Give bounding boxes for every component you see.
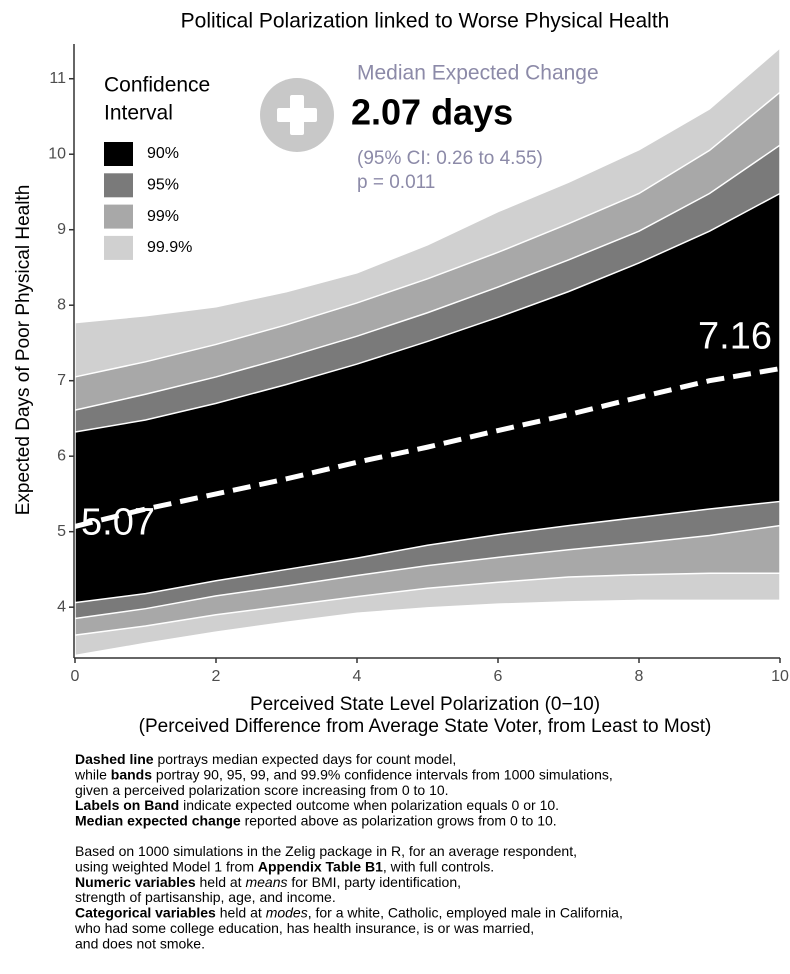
x-axis-label: Perceived State Level Polarization (0−10… xyxy=(250,694,600,715)
legend-label: 99.9% xyxy=(147,239,192,256)
note-segment: held at xyxy=(196,874,246,890)
legend-swatch xyxy=(104,235,133,260)
annotation-change: 2.07 days xyxy=(351,92,513,133)
notes: Dashed line portrays median expected day… xyxy=(74,751,623,951)
legend-label: 99% xyxy=(147,208,179,225)
plus-icon-bar xyxy=(277,108,317,122)
y-tick-label: 9 xyxy=(57,221,66,238)
note-segment: bands xyxy=(111,766,152,782)
note-segment: portray 90, 95, 99, and 99.9% confidence… xyxy=(152,766,613,782)
note-line: and does not smoke. xyxy=(75,935,205,951)
note-segment: who had some college education, has heal… xyxy=(74,920,534,936)
note-line: Dashed line portrays median expected day… xyxy=(75,751,456,767)
x-tick-label: 6 xyxy=(494,668,503,685)
note-segment: means xyxy=(245,874,287,890)
note-segment: , with full controls. xyxy=(383,858,494,874)
band-label: 7.16 xyxy=(698,316,772,358)
note-segment: reported above as polarization grows fro… xyxy=(241,812,557,828)
note-segment: Dashed line xyxy=(75,751,154,767)
annotation-p: p = 0.011 xyxy=(357,172,435,193)
note-segment: Categorical variables xyxy=(75,904,216,920)
note-line: given a perceived polarization score inc… xyxy=(75,782,449,798)
y-axis-label: Expected Days of Poor Physical Health xyxy=(13,185,34,516)
note-segment: strength of partisanship, age, and incom… xyxy=(75,889,336,905)
legend-swatch xyxy=(104,204,133,229)
note-line: Numeric variables held at means for BMI,… xyxy=(75,874,461,890)
plot-area: 5.07 7.16 4 5 6 7 8 9 10 11 0 2 4 6 8 10 xyxy=(48,44,789,685)
annotation-ci: (95% CI: 0.26 to 4.55) xyxy=(357,148,543,169)
x-tick-label: 2 xyxy=(212,668,221,685)
note-segment: held at xyxy=(216,904,266,920)
note-line: strength of partisanship, age, and incom… xyxy=(75,889,336,905)
note-segment: Appendix Table B1 xyxy=(258,858,383,874)
confidence-band xyxy=(74,192,781,604)
note-segment: Labels on Band xyxy=(75,797,179,813)
note-segment: using weighted Model 1 from xyxy=(75,858,258,874)
legend-title: Interval xyxy=(104,102,173,125)
y-tick-label: 10 xyxy=(48,145,66,162)
note-line: Based on 1000 simulations in the Zelig p… xyxy=(75,843,577,859)
note-line: Labels on Band indicate expected outcome… xyxy=(75,797,559,813)
x-tick-label: 10 xyxy=(771,668,789,685)
x-tick-label: 0 xyxy=(71,668,80,685)
note-segment: , for a white, Catholic, employed male i… xyxy=(308,904,623,920)
note-segment: indicate expected outcome when polarizat… xyxy=(179,797,559,813)
legend-title: Confidence xyxy=(104,74,210,97)
y-tick-label: 11 xyxy=(49,70,66,87)
note-segment: Based on 1000 simulations in the Zelig p… xyxy=(75,843,577,859)
note-line: Categorical variables held at modes, for… xyxy=(75,904,623,920)
note-segment: while xyxy=(74,766,111,782)
legend-label: 95% xyxy=(147,177,179,194)
y-tick-label: 5 xyxy=(57,523,66,540)
x-tick-label: 8 xyxy=(635,668,644,685)
note-segment: for BMI, party identification, xyxy=(287,874,461,890)
overlay: Median Expected Change 2.07 days (95% CI… xyxy=(104,62,599,260)
note-segment: portrays median expected days for count … xyxy=(154,751,457,767)
legend-swatch xyxy=(104,173,133,198)
legend-swatch xyxy=(104,142,133,166)
median-line xyxy=(74,366,781,529)
y-tick-label: 8 xyxy=(57,296,66,313)
note-segment: Numeric variables xyxy=(75,874,196,890)
chart-title: Political Polarization linked to Worse P… xyxy=(181,10,670,33)
x-tick-label: 4 xyxy=(353,668,362,685)
y-tick-label: 4 xyxy=(57,598,66,615)
legend-label: 90% xyxy=(147,145,179,162)
band-label: 5.07 xyxy=(81,501,155,543)
annotation-heading: Median Expected Change xyxy=(357,62,599,85)
x-axis-sublabel: (Perceived Difference from Average State… xyxy=(139,716,712,737)
note-segment: modes xyxy=(266,904,308,920)
note-line: who had some college education, has heal… xyxy=(74,920,534,936)
note-line: while bands portray 90, 95, 99, and 99.9… xyxy=(74,766,613,782)
note-segment: given a perceived polarization score inc… xyxy=(75,782,449,798)
note-segment: and does not smoke. xyxy=(75,935,205,951)
y-tick-label: 7 xyxy=(57,372,66,389)
y-tick-label: 6 xyxy=(57,447,66,464)
note-segment: Median expected change xyxy=(75,812,241,828)
note-line: Median expected change reported above as… xyxy=(75,812,557,828)
note-line: using weighted Model 1 from Appendix Tab… xyxy=(75,858,494,874)
